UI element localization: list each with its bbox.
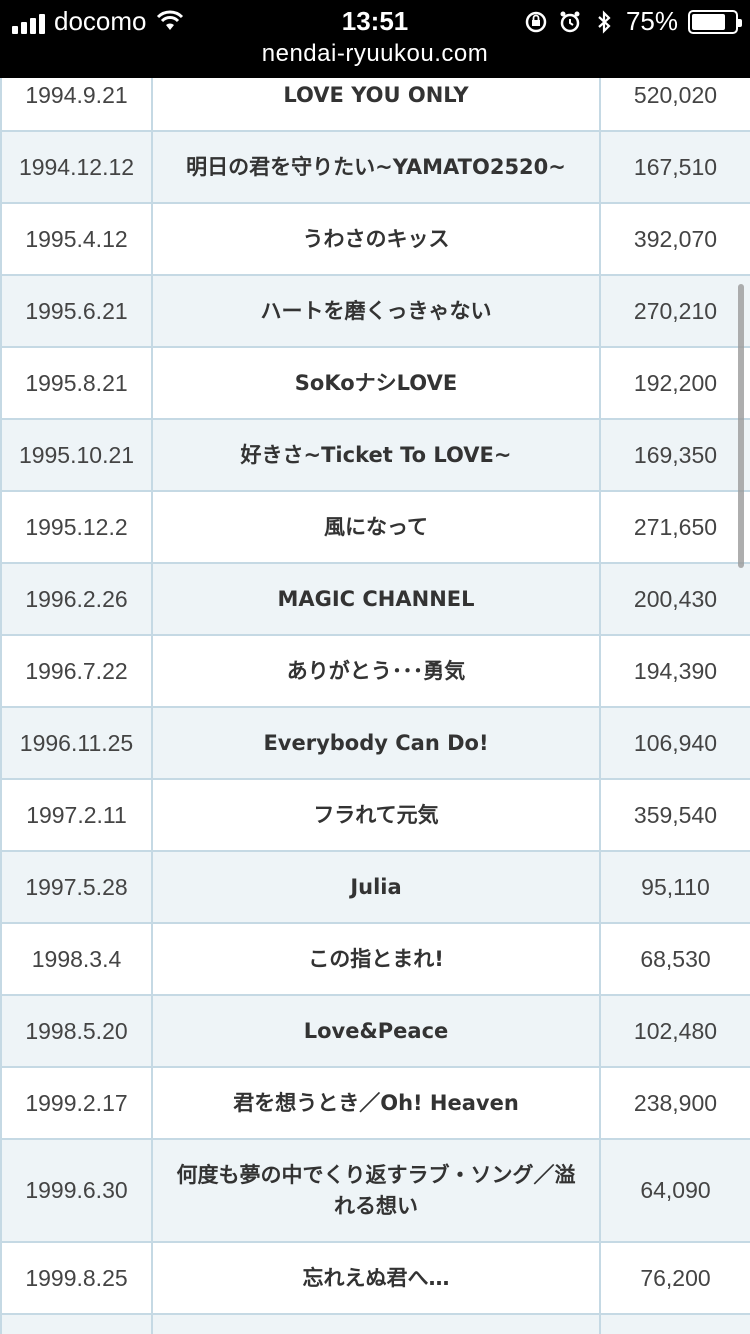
- title-cell: フラれて元気: [151, 778, 601, 852]
- title-cell: ありがとう･･･勇気: [151, 634, 601, 708]
- date-cell: 1999.8.25: [0, 1241, 153, 1315]
- date-cell: 1996.11.25: [0, 706, 153, 780]
- battery-percentage: 75%: [625, 6, 678, 36]
- table-row: 1998.5.20 Love&Peace 102,480: [0, 994, 750, 1068]
- date-cell: 1995.4.12: [0, 202, 153, 276]
- table-row: 1995.6.21 ハートを磨くっきゃない 270,210: [0, 274, 750, 348]
- table-row: 1996.7.22 ありがとう･･･勇気 194,390: [0, 634, 750, 708]
- date-cell: 1999.6.30: [0, 1138, 153, 1243]
- sales-cell: 392,070: [599, 202, 750, 276]
- alarm-icon: [560, 11, 580, 32]
- sales-cell: 167,510: [599, 130, 750, 204]
- carrier-name: docomo: [54, 6, 147, 36]
- date-cell: 1997.2.11: [0, 778, 153, 852]
- title-cell: 明日の君を守りたい~YAMATO2520~: [151, 130, 601, 204]
- sales-cell: 238,900: [599, 1066, 750, 1140]
- table-row: [0, 1313, 750, 1334]
- table-row: 1997.5.28 Julia 95,110: [0, 850, 750, 924]
- status-time: 13:51: [341, 6, 409, 36]
- date-cell: 1996.7.22: [0, 634, 153, 708]
- table-row: 1997.2.11 フラれて元気 359,540: [0, 778, 750, 852]
- sales-cell: 76,200: [599, 1241, 750, 1315]
- title-cell: この指とまれ!: [151, 922, 601, 996]
- title-cell: [151, 1313, 601, 1334]
- title-cell: SoKoナシLOVE: [151, 346, 601, 420]
- status-bar: docomo 13:51 75%: [0, 0, 750, 78]
- date-cell: 1995.6.21: [0, 274, 153, 348]
- signal-strength-icon: [12, 14, 45, 34]
- wifi-icon: [156, 10, 184, 30]
- table-row: 1999.6.30 何度も夢の中でくり返すラブ・ソング／溢れる想い 64,090: [0, 1138, 750, 1243]
- title-cell: MAGIC CHANNEL: [151, 562, 601, 636]
- date-cell: 1999.2.17: [0, 1066, 153, 1140]
- sales-cell: 95,110: [599, 850, 750, 924]
- title-cell: 風になって: [151, 490, 601, 564]
- rotation-lock-icon: [525, 11, 547, 32]
- bluetooth-icon: [598, 9, 611, 34]
- title-cell: 忘れえぬ君へ…: [151, 1241, 601, 1315]
- sales-cell: 68,530: [599, 922, 750, 996]
- sales-cell: 106,940: [599, 706, 750, 780]
- date-cell: 1995.10.21: [0, 418, 153, 492]
- table-row: 1994.12.12 明日の君を守りたい~YAMATO2520~ 167,510: [0, 130, 750, 204]
- sales-cell: 271,650: [599, 490, 750, 564]
- date-cell: 1994.12.12: [0, 130, 153, 204]
- table-row: 1995.10.21 好きさ~Ticket To LOVE~ 169,350: [0, 418, 750, 492]
- sales-cell: 169,350: [599, 418, 750, 492]
- battery-fill: [692, 13, 725, 30]
- title-cell: 好きさ~Ticket To LOVE~: [151, 418, 601, 492]
- sales-cell: 64,090: [599, 1138, 750, 1243]
- date-cell: 1996.2.26: [0, 562, 153, 636]
- title-cell: ハートを磨くっきゃない: [151, 274, 601, 348]
- address-bar-url[interactable]: nendai-ryuukou.com: [261, 40, 489, 67]
- date-cell: 1995.8.21: [0, 346, 153, 420]
- sales-cell: 194,390: [599, 634, 750, 708]
- sales-table: 1994.9.21 LOVE YOU ONLY 520,020 1994.12.12 明…: [0, 58, 750, 1334]
- sales-cell: 359,540: [599, 778, 750, 852]
- date-cell: 1995.12.2: [0, 490, 153, 564]
- title-cell: 何度も夢の中でくり返すラブ・ソング／溢れる想い: [151, 1138, 601, 1243]
- status-row: docomo 13:51 75%: [0, 4, 750, 38]
- date-cell: 1997.5.28: [0, 850, 153, 924]
- title-cell: Love&Peace: [151, 994, 601, 1068]
- sales-cell: 192,200: [599, 346, 750, 420]
- table-row: 1995.8.21 SoKoナシLOVE 192,200: [0, 346, 750, 420]
- sales-cell: 200,430: [599, 562, 750, 636]
- scrollbar[interactable]: [738, 284, 744, 568]
- table-row: 1995.4.12 うわさのキッス 392,070: [0, 202, 750, 276]
- date-cell: [0, 1313, 153, 1334]
- title-cell: Julia: [151, 850, 601, 924]
- title-cell: 君を想うとき／Oh! Heaven: [151, 1066, 601, 1140]
- table-row: 1995.12.2 風になって 271,650: [0, 490, 750, 564]
- table-row: 1999.2.17 君を想うとき／Oh! Heaven 238,900: [0, 1066, 750, 1140]
- status-icons: 75%: [524, 6, 742, 37]
- sales-cell: [599, 1313, 750, 1334]
- table-row: 1998.3.4 この指とまれ! 68,530: [0, 922, 750, 996]
- battery-icon: [688, 9, 742, 34]
- table-row: 1996.2.26 MAGIC CHANNEL 200,430: [0, 562, 750, 636]
- date-cell: 1998.3.4: [0, 922, 153, 996]
- sales-cell: 270,210: [599, 274, 750, 348]
- title-cell: うわさのキッス: [151, 202, 601, 276]
- title-cell: Everybody Can Do!: [151, 706, 601, 780]
- date-cell: 1998.5.20: [0, 994, 153, 1068]
- sales-cell: 102,480: [599, 994, 750, 1068]
- table-row: 1999.8.25 忘れえぬ君へ… 76,200: [0, 1241, 750, 1315]
- singles-table: 1994.9.21 LOVE YOU ONLY 520,020 1994.12.12 明…: [0, 58, 750, 1334]
- table-row: 1996.11.25 Everybody Can Do! 106,940: [0, 706, 750, 780]
